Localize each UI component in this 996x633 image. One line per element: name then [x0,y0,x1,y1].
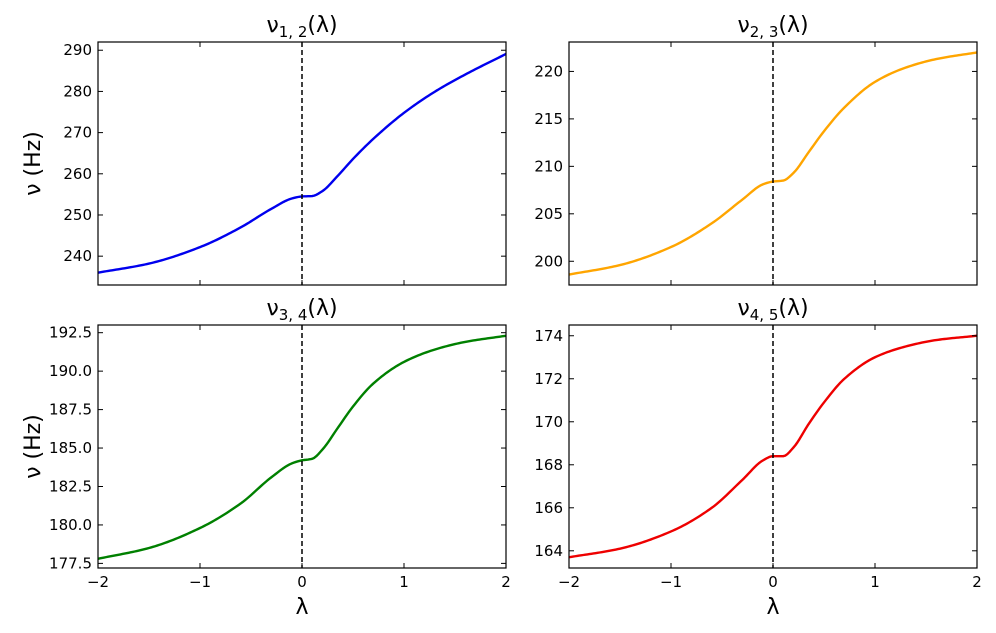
chart-panel-3: −2 −1 0 1 2 177.5 180.0 182.5 185.0 187.5 190.0 192… [21,296,511,620]
chart-panel-4: −2 −1 0 1 2 164 166 168 170 172 174 ν4, 5(λ) λ [534,296,981,620]
panel-title: ν4, 5(λ) [737,296,808,324]
y-tick-label: 166 [534,499,563,517]
panel-title-base: ν [266,296,278,321]
panel-title-argument: (λ) [778,296,808,321]
y-tick-label: 185.0 [49,439,92,457]
x-axis-label: λ [766,595,779,620]
panel-title-argument: (λ) [307,13,337,38]
y-tick-label: 170 [534,413,563,431]
y-tick-label: 164 [534,542,563,560]
x-tick-label: 2 [501,573,511,591]
y-tick-label: 220 [534,62,563,80]
y-tick-label: 190.0 [49,362,92,380]
y-tick-label: 240 [63,247,92,265]
panel-title-subscript: 3, 4 [279,306,308,324]
y-tick-label: 260 [63,165,92,183]
y-tick-label: 180.0 [49,516,92,534]
chart-panel-2: 200 205 210 215 220 ν2, 3(λ) [534,13,978,286]
x-tick-label: 1 [870,573,880,591]
x-tick-label: −1 [660,573,682,591]
x-tick-label: −2 [558,573,580,591]
panel-title: ν1, 2(λ) [266,13,337,41]
x-tick-label: 0 [768,573,778,591]
y-tick-label: 192.5 [49,324,92,342]
y-tick-label: 210 [534,157,563,175]
y-tick-label: 215 [534,110,563,128]
x-axis-label: λ [295,595,308,620]
y-tick-label: 290 [63,41,92,59]
y-axis-label: ν (Hz) [21,414,46,479]
y-tick-label: 280 [63,82,92,100]
y-axis-label: ν (Hz) [21,131,46,196]
panel-title-base: ν [266,13,278,38]
y-tick-label: 172 [534,370,563,388]
y-tick-label: 250 [63,206,92,224]
x-tick-label: 2 [972,573,982,591]
y-tick-label: 174 [534,327,563,345]
panel-title-subscript: 4, 5 [750,306,779,324]
y-tick-label: 270 [63,124,92,142]
y-tick-label: 168 [534,456,563,474]
panel-title: ν2, 3(λ) [737,13,808,41]
y-tick-label: 205 [534,205,563,223]
x-tick-label: 0 [297,573,307,591]
y-tick-label: 187.5 [49,401,92,419]
x-tick-label: 1 [399,573,409,591]
chart-panel-1: 240 250 260 270 280 290 ν1, 2(λ) ν (Hz) [21,13,507,286]
y-tick-label: 182.5 [49,477,92,495]
panel-title-argument: (λ) [778,13,808,38]
panel-title-base: ν [737,13,749,38]
x-tick-label: −2 [87,573,109,591]
series-line [97,334,507,560]
y-tick-label: 200 [534,252,563,270]
panel-title-subscript: 2, 3 [750,23,779,41]
y-tick-label: 177.5 [49,554,92,572]
panel-title-subscript: 1, 2 [279,23,308,41]
panel-title: ν3, 4(λ) [266,296,337,324]
panel-title-argument: (λ) [307,296,337,321]
x-tick-label: −1 [189,573,211,591]
panel-title-base: ν [737,296,749,321]
